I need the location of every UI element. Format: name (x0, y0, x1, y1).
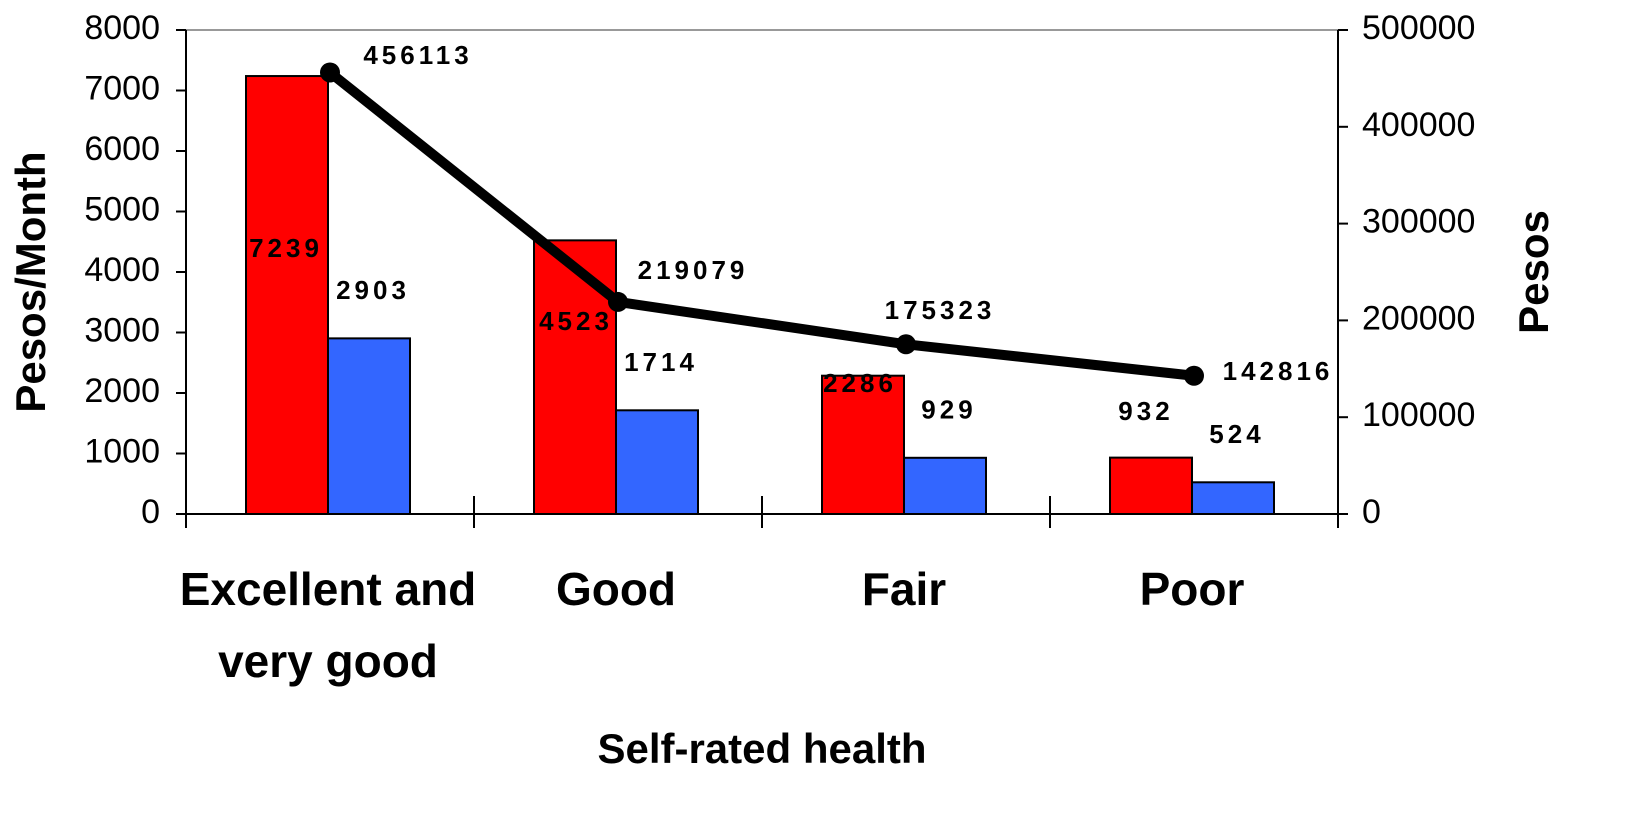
bar (245, 75, 329, 515)
data-label: 2903 (336, 275, 410, 305)
y2-axis-title: Pesos (1510, 210, 1557, 334)
data-label: 4523 (539, 306, 613, 336)
line-marker (320, 62, 340, 83)
y-tick-label: 6000 (84, 130, 160, 168)
y-tick-label: 1000 (84, 432, 160, 470)
data-label: 1714 (624, 347, 698, 377)
line (326, 68, 1195, 381)
y-tick-label: 2000 (84, 372, 160, 410)
data-label: 219079 (638, 255, 749, 285)
x-axis-title: Self-rated health (597, 725, 926, 772)
y2-tick-label: 400000 (1362, 106, 1475, 144)
data-label: 456113 (363, 40, 472, 70)
x-tick-label: Fair (861, 563, 947, 615)
data-label: 7239 (249, 233, 323, 263)
line-marker (1184, 365, 1204, 386)
y2-tick-label: 100000 (1362, 396, 1475, 434)
y-tick-label: 5000 (84, 190, 160, 228)
y-tick-label: 8000 (84, 9, 160, 47)
y-axis-title: Pesos/Month (7, 151, 54, 412)
data-label: 524 (1209, 419, 1264, 449)
line-marker (608, 291, 628, 312)
bar (615, 409, 699, 516)
data-label: 175323 (885, 295, 996, 325)
y2-tick-label: 0 (1362, 493, 1381, 531)
data-label: 932 (1118, 396, 1173, 426)
y-tick-label: 4000 (84, 251, 160, 289)
y2-tick-label: 200000 (1362, 299, 1475, 337)
line-marker (896, 334, 916, 355)
bar (1109, 456, 1193, 516)
y-tick-label: 3000 (84, 311, 160, 349)
y2-tick-label: 300000 (1362, 203, 1475, 241)
y-tick-label: 7000 (84, 69, 160, 107)
y2-tick-label: 500000 (1362, 9, 1475, 47)
bar (1191, 481, 1275, 516)
bar (533, 239, 617, 516)
bar (821, 374, 905, 515)
x-tick-label: Excellent and very good (179, 563, 477, 687)
bar (327, 337, 411, 515)
data-label: 929 (921, 395, 976, 425)
y-tick-label: 0 (141, 493, 160, 531)
bar (903, 456, 987, 515)
data-label: 2286 (823, 368, 897, 398)
data-label: 142816 (1223, 356, 1334, 386)
x-tick-label: Poor (1139, 563, 1245, 615)
x-tick-label: Good (555, 563, 677, 615)
